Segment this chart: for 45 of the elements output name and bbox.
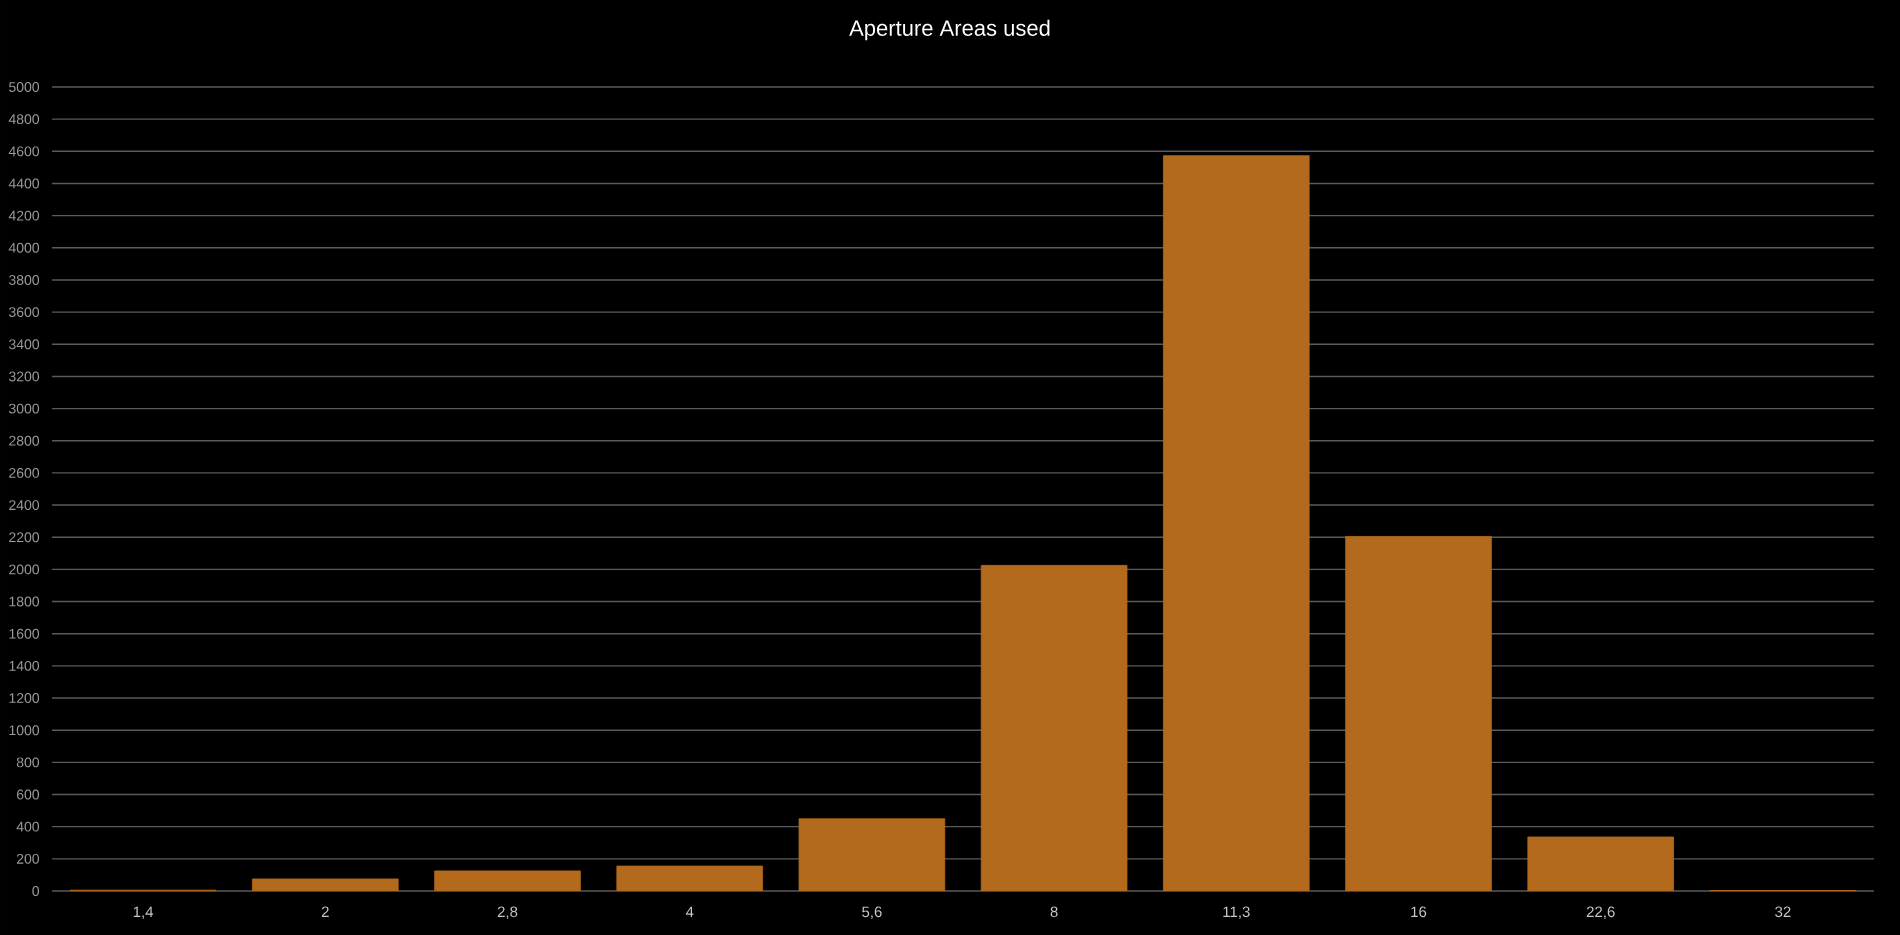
y-tick-label: 4000 bbox=[8, 242, 40, 253]
y-tick-label: 2200 bbox=[9, 532, 40, 543]
bar bbox=[1527, 836, 1674, 891]
x-tick-label: 22,6 bbox=[1586, 906, 1615, 919]
x-tick-label: 2 bbox=[321, 906, 329, 917]
y-tick-label: 1000 bbox=[9, 725, 40, 736]
y-tick-label: 4400 bbox=[8, 178, 40, 189]
y-tick-label: 2400 bbox=[9, 500, 40, 511]
chart-title: Aperture Areas used bbox=[849, 19, 1050, 41]
x-tick-label: 32 bbox=[1775, 906, 1791, 918]
y-tick-label: 600 bbox=[16, 789, 40, 800]
y-tick-label: 3600 bbox=[9, 307, 40, 318]
y-tick-label: 2000 bbox=[9, 564, 40, 575]
bar bbox=[798, 818, 946, 891]
y-tick-label: 1600 bbox=[9, 628, 40, 639]
y-tick-label: 0 bbox=[32, 886, 40, 896]
x-tick-label: 1,4 bbox=[133, 906, 154, 919]
y-tick-label: 4800 bbox=[8, 114, 40, 125]
x-tick-label: 2,8 bbox=[497, 906, 518, 919]
y-tick-label: 4200 bbox=[8, 210, 40, 221]
bar bbox=[434, 870, 581, 891]
x-tick-label: 8 bbox=[1050, 906, 1058, 918]
y-tick-label: 3400 bbox=[9, 339, 40, 350]
y-tick-label: 800 bbox=[16, 757, 40, 768]
y-tick-label: 2800 bbox=[9, 435, 40, 446]
y-tick-label: 1200 bbox=[9, 693, 40, 703]
x-tick-label: 5,6 bbox=[862, 906, 882, 919]
y-tick-label: 3200 bbox=[9, 371, 40, 382]
y-tick-label: 400 bbox=[16, 821, 40, 832]
bar bbox=[1345, 536, 1492, 891]
bar bbox=[616, 865, 763, 891]
y-tick-label: 3800 bbox=[9, 275, 40, 285]
y-tick-label: 3000 bbox=[9, 403, 40, 414]
y-tick-label: 1400 bbox=[9, 660, 40, 671]
x-tick-label: 11,3 bbox=[1223, 906, 1250, 919]
bar bbox=[980, 564, 1128, 891]
y-tick-label: 1800 bbox=[9, 596, 40, 607]
x-tick-label: 4 bbox=[685, 906, 694, 917]
y-tick-label: 200 bbox=[16, 853, 40, 864]
bar bbox=[1163, 155, 1310, 891]
y-tick-label: 5000 bbox=[9, 82, 40, 92]
bar bbox=[252, 878, 399, 891]
y-tick-label: 2600 bbox=[9, 467, 40, 478]
y-tick-label: 4600 bbox=[8, 146, 40, 157]
x-tick-label: 16 bbox=[1411, 906, 1427, 918]
